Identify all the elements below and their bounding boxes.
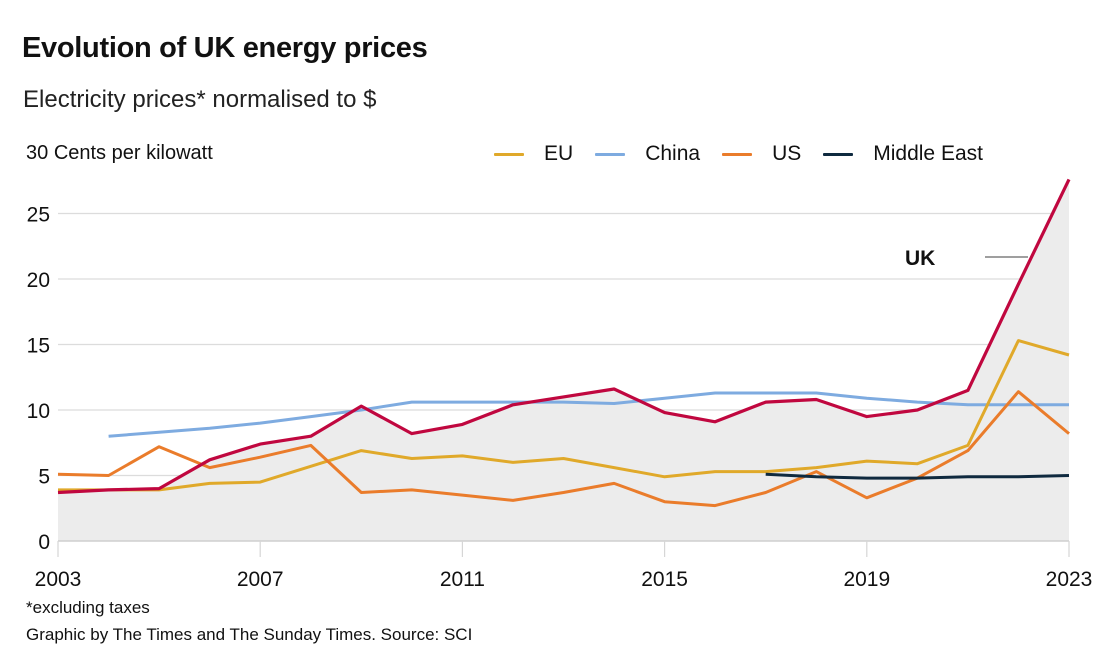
chart-subtitle: Electricity prices* normalised to $ — [23, 86, 377, 113]
y-tick-label-20: 20 — [27, 269, 50, 292]
y-axis-ticks: 0 5 10 15 20 25 — [27, 204, 50, 555]
legend-item-us: US — [722, 142, 801, 166]
legend-swatch-eu — [494, 152, 524, 156]
legend-label-eu: EU — [544, 142, 574, 165]
x-tick-label-2015: 2015 — [641, 568, 688, 591]
legend-label-us: US — [772, 142, 802, 165]
legend-label-china: China — [645, 142, 701, 165]
uk-annotation-label: UK — [905, 247, 935, 270]
y-axis-label: 30 Cents per kilowatt — [26, 142, 213, 165]
x-tick-label-2007: 2007 — [237, 568, 284, 591]
x-tick-label-2019: 2019 — [843, 568, 890, 591]
series-lines — [57, 178, 1071, 508]
x-tick-label-2003: 2003 — [35, 568, 82, 591]
annotations: UK — [905, 247, 1028, 270]
y-tick-label-5: 5 — [38, 466, 50, 489]
x-tick-label-2023: 2023 — [1046, 568, 1093, 591]
series-line-us — [57, 390, 1070, 508]
chart-title: Evolution of UK energy prices — [22, 32, 428, 64]
legend-item-china: China — [595, 142, 700, 166]
y-tick-label-0: 0 — [38, 531, 50, 554]
series-line-middle-east — [765, 472, 1070, 480]
x-axis-ticks: 2003 2007 2011 2015 2019 2023 — [35, 541, 1093, 591]
y-axis-top-value: 30 — [26, 142, 49, 164]
uk-area-fill — [58, 179, 1069, 541]
y-tick-label-10: 10 — [27, 400, 50, 423]
legend-swatch-middle-east — [823, 152, 854, 156]
legend-label-middle-east: Middle East — [873, 142, 983, 165]
series-line-china — [108, 391, 1069, 438]
legend: EU China US Middle East — [494, 142, 1005, 166]
y-tick-label-25: 25 — [27, 204, 50, 227]
legend-item-eu: EU — [494, 142, 573, 166]
legend-swatch-china — [595, 152, 626, 156]
series-line-eu — [58, 339, 1070, 492]
x-tick-label-2011: 2011 — [440, 568, 485, 591]
legend-item-middle-east: Middle East — [823, 142, 983, 166]
source-credit: Graphic by The Times and The Sunday Time… — [26, 625, 473, 644]
legend-swatch-us — [722, 152, 753, 156]
y-tick-label-15: 15 — [27, 335, 50, 358]
footnote: *excluding taxes — [26, 598, 150, 617]
series-line-uk — [57, 178, 1071, 495]
y-axis-unit: Cents per kilowatt — [53, 142, 213, 164]
